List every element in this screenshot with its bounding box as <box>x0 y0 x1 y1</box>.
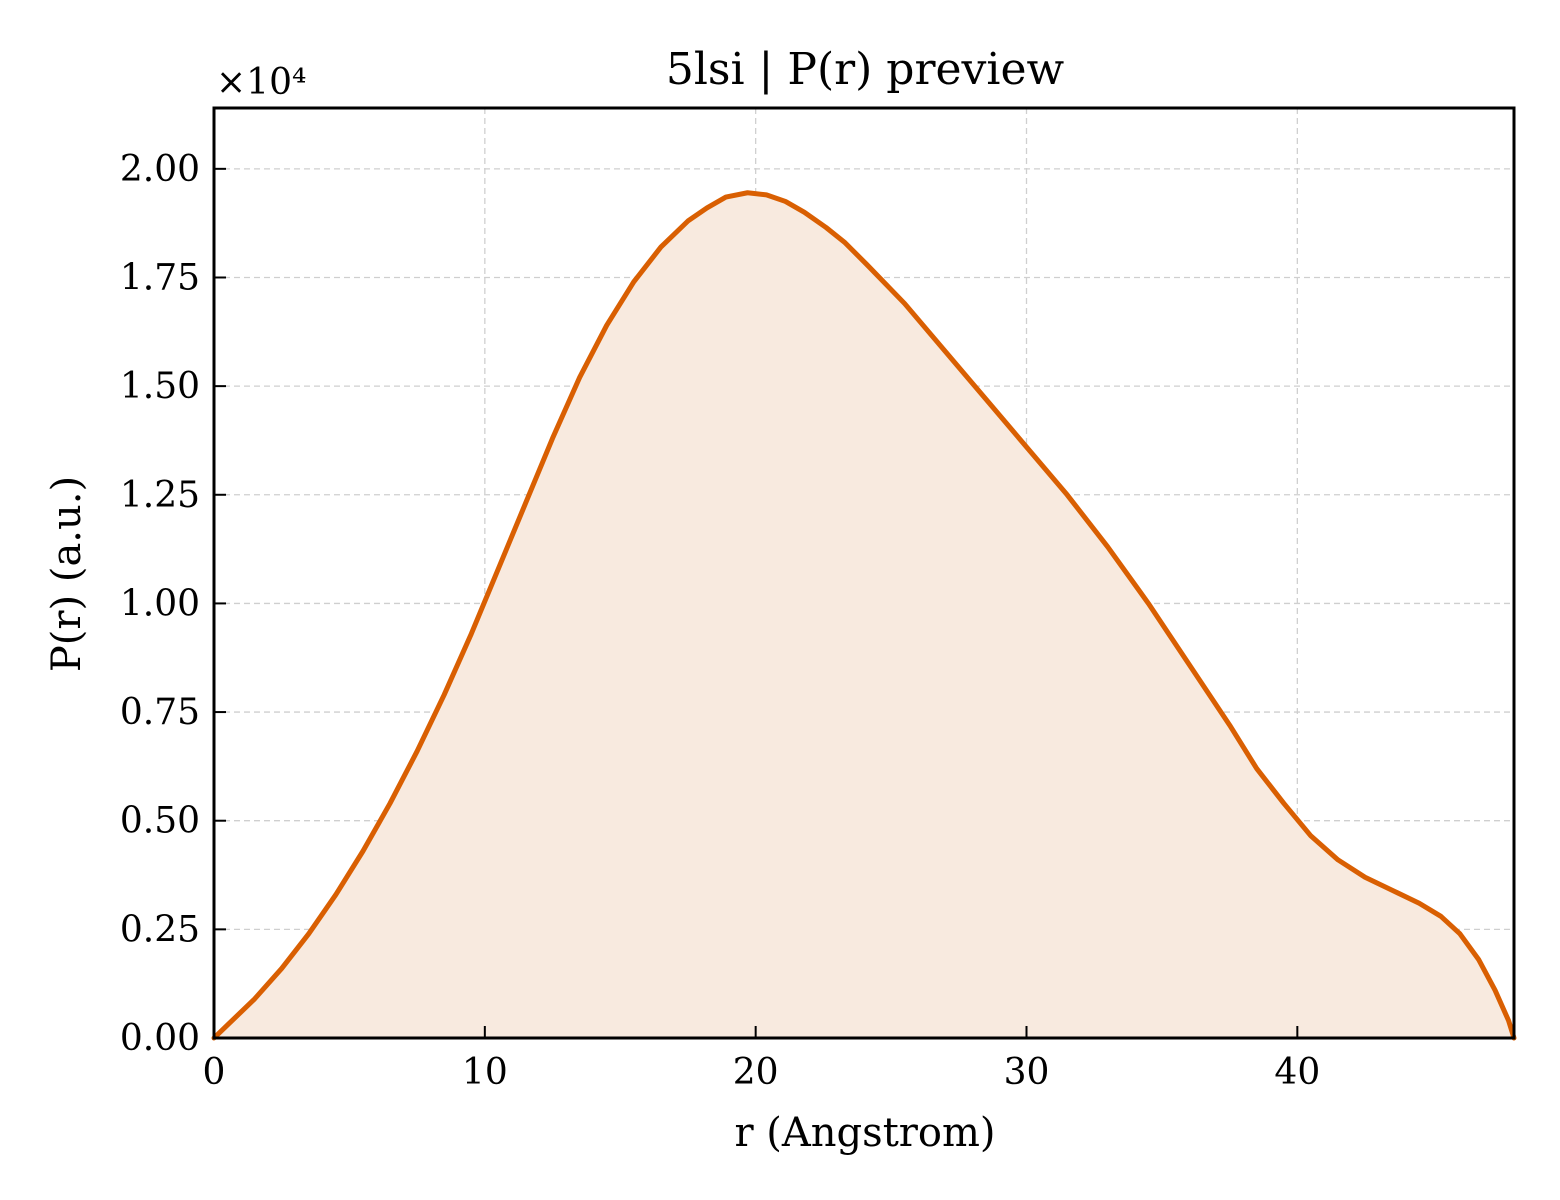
x-tick-label: 0 <box>203 1052 226 1093</box>
plot-frame <box>212 106 1516 1040</box>
y-offset-text: ×10⁴ <box>216 62 306 103</box>
y-axis-label: P(r) (a.u.) <box>44 476 90 672</box>
y-tick-label: 0.50 <box>120 801 200 842</box>
y-tick-label: 1.50 <box>120 366 200 407</box>
pr-series-line <box>211 190 1517 1041</box>
y-tick-label: 0.75 <box>120 692 200 733</box>
y-tick-label: 1.75 <box>120 257 200 298</box>
x-tick-label: 30 <box>1004 1052 1050 1093</box>
x-axis-ticks: 0 10 20 30 40 <box>203 1026 1320 1093</box>
x-axis-label: r (Angstrom) <box>734 1110 995 1156</box>
y-tick-label: 1.00 <box>120 583 200 624</box>
chart-title: 5lsi | P(r) preview <box>666 44 1065 95</box>
x-tick-label: 40 <box>1274 1052 1320 1093</box>
y-tick-label: 0.00 <box>120 1018 200 1059</box>
y-axis-ticks: 0.00 0.25 0.50 0.75 1.00 1.25 1.50 1.75 2.00 <box>120 149 226 1059</box>
y-tick-label: 0.25 <box>120 909 200 950</box>
pr-area-fill <box>214 192 1514 1039</box>
x-tick-label: 20 <box>733 1052 779 1093</box>
x-tick-label: 10 <box>462 1052 508 1093</box>
y-tick-label: 1.25 <box>120 475 200 516</box>
y-tick-label: 2.00 <box>120 149 200 190</box>
